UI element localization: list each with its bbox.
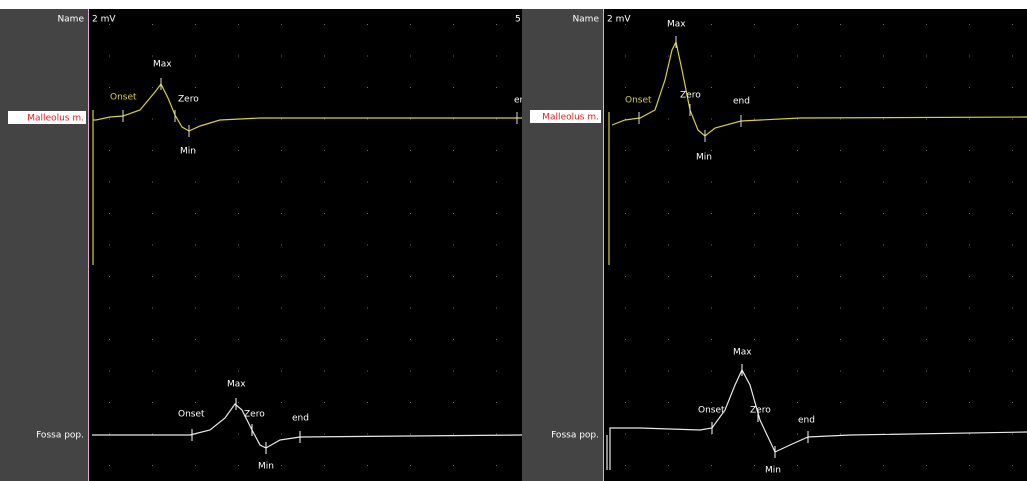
header-name: Name	[57, 15, 84, 25]
marker-label: Max	[153, 60, 172, 70]
top-strip	[0, 0, 1027, 9]
marker-label: Onset	[178, 410, 205, 420]
marker-label: Zero	[178, 95, 199, 105]
sweep: 5 ms	[515, 15, 537, 25]
marker-label: Zero	[680, 91, 701, 101]
marker-label: end	[733, 97, 750, 107]
header-name: Name	[572, 15, 599, 25]
marker-label: Onset	[625, 96, 652, 106]
trace	[606, 368, 1027, 470]
grid-dots	[603, 9, 1027, 481]
marker-label: Min	[765, 466, 781, 476]
marker-label: Zero	[244, 410, 265, 420]
marker-label: Max	[667, 20, 686, 30]
sidebar	[0, 9, 88, 481]
marker-label: end	[514, 96, 531, 106]
marker-label: Min	[180, 147, 196, 157]
marker-label: end	[292, 414, 309, 424]
grid-dots	[88, 9, 522, 481]
marker-label: Zero	[750, 406, 771, 416]
trace-label-bg	[530, 110, 601, 123]
trace-label: Fossa pop.	[36, 431, 84, 441]
trace-label-bg	[8, 111, 86, 124]
sensitivity: 2 mV	[92, 15, 116, 25]
marker-label: Onset	[698, 406, 725, 416]
trace-label: Malleolus m.	[27, 114, 84, 124]
sidebar	[522, 9, 603, 481]
marker-label: Min	[696, 153, 712, 163]
marker-label: Min	[258, 462, 274, 472]
marker-label: Onset	[110, 93, 137, 103]
trace-label: Fossa pop.	[551, 431, 599, 441]
marker-label: end	[798, 416, 815, 426]
sensitivity: 2 mV	[607, 15, 631, 25]
plot: 5 msOnsetMaxZeroMinendOnsetMaxZeroMinend	[606, 20, 1027, 476]
trace	[92, 403, 522, 449]
trace	[608, 40, 1027, 265]
trace	[92, 82, 522, 265]
marker-label: Max	[733, 348, 752, 358]
plot: 5 ms Onset Max Zero Min end Onset Max Zero Min end	[92, 15, 537, 472]
trace-label: Malleolus m.	[542, 113, 599, 123]
marker-label: Max	[227, 380, 246, 390]
